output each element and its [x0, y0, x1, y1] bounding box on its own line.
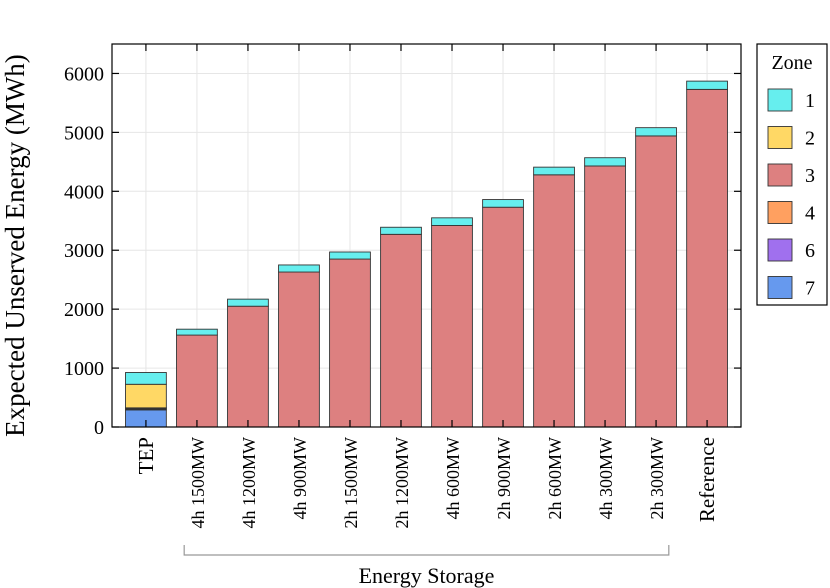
legend-swatch-zone-7 [767, 276, 793, 299]
bar-segment-zone-2 [125, 383, 167, 409]
bar-segment-zone-1 [584, 157, 626, 167]
legend-label-zone-6: 6 [805, 240, 815, 262]
legend-label-zone-7: 7 [805, 278, 815, 300]
bar-segment-zone-3 [533, 174, 575, 428]
x-tick-label: 4h 900MW [290, 437, 310, 520]
bar-segment-zone-1 [329, 251, 371, 260]
legend-swatch-zone-3 [767, 163, 793, 187]
y-tick-label: 2000 [64, 299, 104, 321]
y-tick-label: 4000 [64, 181, 104, 203]
bar-segment-zone-3 [227, 305, 269, 428]
legend-swatch-zone-2 [767, 126, 793, 149]
legend-label-zone-2: 2 [805, 128, 815, 150]
bar-segment-zone-3 [584, 165, 626, 428]
bar-segment-zone-1 [227, 298, 269, 307]
legend: Zone 1 2 3 4 6 7 [756, 43, 828, 306]
x-tick-label: 4h 300MW [596, 437, 616, 520]
x-tick-label: Reference [695, 437, 719, 522]
bar-segment-zone-1 [125, 372, 167, 385]
bar-segment-zone-1 [176, 328, 218, 336]
bar-segment-zone-1 [380, 226, 422, 235]
y-tick-label: 0 [94, 417, 104, 439]
y-axis: 0 1000 2000 3000 4000 5000 6000 [64, 63, 741, 439]
energy-storage-group: Energy Storage [183, 545, 670, 588]
y-tick-label: 3000 [64, 240, 104, 262]
y-tick-label: 6000 [64, 63, 104, 85]
bar-segment-zone-1 [431, 217, 473, 226]
x-axis: TEP 4h 1500MW 4h 1200MW 4h 900MW 2h 1500MW 2h… [134, 44, 719, 529]
legend-label-zone-4: 4 [805, 203, 815, 225]
bar-segment-zone-3 [278, 271, 320, 428]
plot-frame [111, 43, 742, 428]
legend-label-zone-3: 3 [805, 165, 815, 187]
x-tick-label: 2h 1500MW [341, 437, 361, 529]
x-tick-label: 2h 900MW [494, 437, 514, 520]
bar-segment-zone-3 [635, 135, 677, 428]
bars [125, 80, 728, 428]
bar-segment-zone-3 [431, 225, 473, 428]
x-tick-label: 2h 600MW [545, 437, 565, 520]
x-tick-label: TEP [134, 437, 158, 474]
x-tick-label: 4h 1200MW [239, 437, 259, 529]
bar-segment-zone-1 [482, 199, 524, 208]
bar-segment-zone-1 [278, 264, 320, 273]
group-label: Energy Storage [359, 563, 495, 588]
group-bracket [183, 545, 670, 556]
bar-segment-zone-3 [176, 334, 218, 428]
y-axis-label: Expected Unserved Energy (MWh) [0, 54, 30, 437]
y-tick-label: 5000 [64, 122, 104, 144]
bar-segment-zone-3 [686, 88, 728, 428]
legend-label-zone-1: 1 [805, 90, 815, 112]
x-tick-label: 4h 600MW [443, 437, 463, 520]
legend-title: Zone [771, 52, 812, 74]
legend-swatch-zone-6 [767, 238, 793, 262]
bar-segment-zone-1 [686, 80, 728, 90]
x-tick-label: 2h 1200MW [392, 437, 412, 529]
bar-segment-zone-1 [533, 166, 575, 176]
bar-segment-zone-1 [635, 127, 677, 137]
bar-segment-zone-3 [380, 233, 422, 428]
x-tick-label: 4h 1500MW [188, 437, 208, 529]
y-tick-label: 1000 [64, 358, 104, 380]
bar-segment-zone-3 [329, 258, 371, 428]
bar-segment-zone-3 [482, 206, 524, 428]
legend-swatch-zone-4 [767, 201, 793, 224]
legend-swatch-zone-1 [767, 88, 793, 112]
x-tick-label: 2h 300MW [647, 437, 667, 520]
